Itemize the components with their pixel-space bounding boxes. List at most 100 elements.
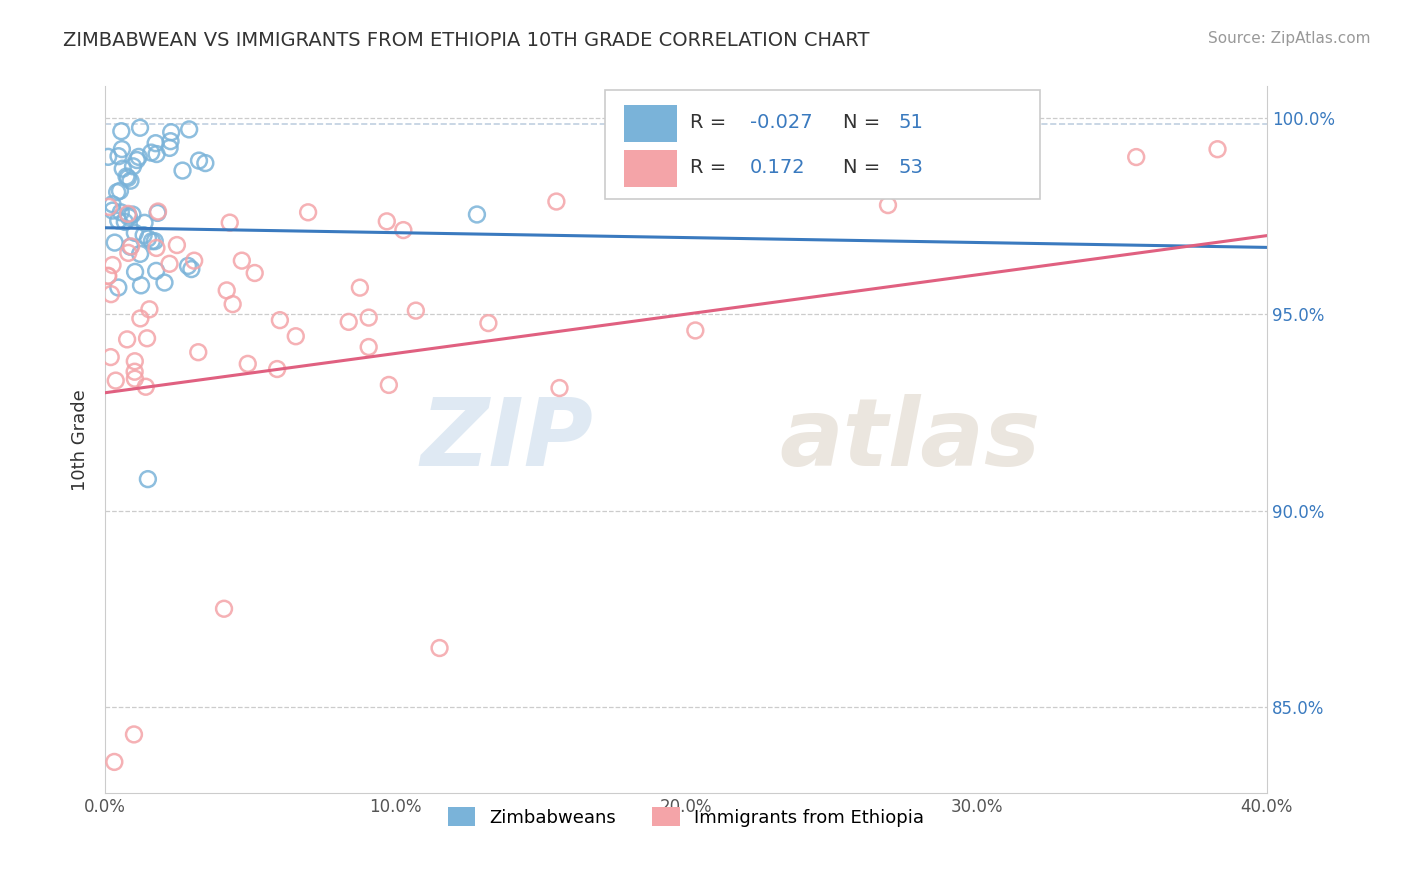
Point <box>153 276 176 290</box>
Point <box>115 332 138 346</box>
Point <box>179 122 201 136</box>
Y-axis label: 10th Grade: 10th Grade <box>72 389 89 491</box>
Point <box>117 246 139 260</box>
Point <box>117 170 139 185</box>
Point <box>97 269 120 284</box>
Point <box>685 323 707 337</box>
Point <box>108 184 131 198</box>
Point <box>1206 142 1229 156</box>
Text: N =: N = <box>842 158 886 178</box>
Point <box>124 354 146 368</box>
Point <box>107 213 129 227</box>
Point <box>136 231 159 245</box>
Point <box>188 153 211 168</box>
Point <box>183 253 205 268</box>
Point <box>465 207 488 221</box>
Point <box>124 226 146 240</box>
Point <box>124 365 146 379</box>
Point <box>107 280 129 294</box>
Text: R =: R = <box>689 113 733 132</box>
Point <box>146 206 169 220</box>
Point <box>166 238 188 252</box>
Point <box>100 287 122 301</box>
Text: Source: ZipAtlas.com: Source: ZipAtlas.com <box>1208 31 1371 46</box>
Point <box>194 156 217 170</box>
Point <box>135 380 157 394</box>
Point <box>101 197 124 211</box>
Point <box>101 203 124 218</box>
Text: 53: 53 <box>898 158 924 178</box>
Point <box>124 372 146 386</box>
Point <box>117 208 139 222</box>
Point <box>172 163 194 178</box>
Point <box>124 265 146 279</box>
Point <box>145 241 167 255</box>
Point <box>105 185 128 199</box>
Point <box>125 153 148 167</box>
Point <box>117 207 139 221</box>
Point <box>221 297 243 311</box>
Bar <box>624 104 676 142</box>
Point <box>138 302 160 317</box>
Point <box>349 280 371 294</box>
Point <box>120 240 142 254</box>
Point <box>160 125 183 139</box>
Point <box>378 378 401 392</box>
Point <box>337 315 360 329</box>
Point <box>187 345 209 359</box>
Point <box>180 262 202 277</box>
Point <box>120 174 142 188</box>
Bar <box>624 150 676 186</box>
Point <box>375 214 398 228</box>
Point <box>145 147 167 161</box>
Point <box>110 124 132 138</box>
Text: ZIMBABWEAN VS IMMIGRANTS FROM ETHIOPIA 10TH GRADE CORRELATION CHART: ZIMBABWEAN VS IMMIGRANTS FROM ETHIOPIA 1… <box>63 31 870 50</box>
Point <box>132 228 155 243</box>
Point <box>107 149 129 163</box>
Text: 0.172: 0.172 <box>749 158 806 178</box>
Point <box>97 200 120 214</box>
Point <box>100 350 122 364</box>
Point <box>141 145 163 160</box>
Point <box>215 284 238 298</box>
Point <box>145 264 167 278</box>
Point <box>405 303 427 318</box>
Point <box>111 161 134 176</box>
Point <box>134 216 156 230</box>
Point <box>128 150 150 164</box>
Text: ZIP: ZIP <box>420 394 593 486</box>
Point <box>136 472 159 486</box>
Point <box>114 215 136 229</box>
Point <box>392 223 415 237</box>
Point <box>159 134 181 148</box>
Point <box>243 266 266 280</box>
Point <box>284 329 307 343</box>
Point <box>129 278 152 293</box>
Text: -0.027: -0.027 <box>749 113 813 132</box>
Point <box>115 169 138 184</box>
Point <box>477 316 499 330</box>
Point <box>297 205 319 219</box>
Point <box>141 234 163 248</box>
Point <box>121 207 143 221</box>
Point <box>122 159 145 173</box>
Point <box>122 727 145 741</box>
Point <box>129 120 152 135</box>
Point <box>266 362 288 376</box>
Legend: Zimbabweans, Immigrants from Ethiopia: Zimbabweans, Immigrants from Ethiopia <box>441 800 931 834</box>
Point <box>212 601 235 615</box>
Point <box>111 142 134 156</box>
Point <box>159 257 181 271</box>
Text: N =: N = <box>842 113 886 132</box>
Point <box>143 234 166 248</box>
Point <box>118 210 141 224</box>
Point <box>429 640 451 655</box>
Point <box>177 259 200 273</box>
Point <box>269 313 291 327</box>
Point <box>231 253 253 268</box>
Point <box>110 205 132 219</box>
Point <box>546 194 568 209</box>
Point <box>357 310 380 325</box>
Point <box>145 136 167 151</box>
Point <box>129 247 152 261</box>
